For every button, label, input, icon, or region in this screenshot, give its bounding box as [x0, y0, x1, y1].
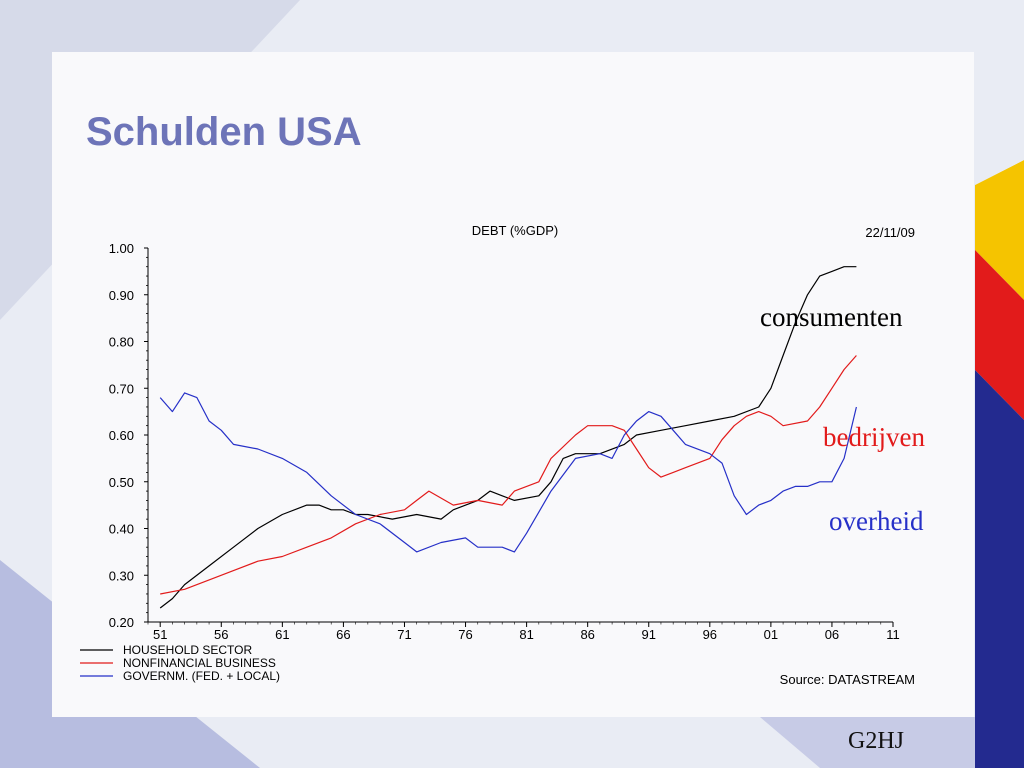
annotation-household: consumenten — [760, 302, 903, 332]
y-tick-label: 0.80 — [109, 335, 134, 350]
x-tick-label: 96 — [703, 627, 717, 642]
legend-label: HOUSEHOLD SECTOR — [123, 643, 252, 657]
series-line-1 — [159, 266, 857, 609]
footer-text: G2HJ — [848, 728, 905, 754]
legend-label: NONFINANCIAL BUSINESS — [123, 656, 276, 670]
y-tick-label: 0.30 — [109, 568, 134, 583]
y-tick-label: 1.00 — [109, 241, 134, 256]
x-tick-label: 51 — [153, 627, 167, 642]
x-tick-label: 56 — [214, 627, 228, 642]
x-tick-label: 86 — [580, 627, 594, 642]
x-tick-label: 66 — [336, 627, 350, 642]
y-ticks: 0.20 0.30 0.40 0.50 0.60 0.70 0.80 0.90 1.00 — [109, 241, 148, 630]
y-tick-label: 0.60 — [109, 428, 134, 443]
x-tick-label: 06 — [825, 627, 839, 642]
x-tick-label: 11 — [886, 627, 900, 642]
x-tick-label: 76 — [458, 627, 472, 642]
chart-date: 22/11/09 — [865, 225, 915, 240]
annotation-business: bedrijven — [823, 422, 925, 452]
slide-title: Schulden USA — [86, 110, 362, 154]
y-tick-label: 0.40 — [109, 522, 134, 537]
y-tick-label: 0.50 — [109, 475, 134, 490]
x-tick-label: 81 — [519, 627, 533, 642]
x-tick-label: 91 — [642, 627, 656, 642]
x-tick-label: 01 — [764, 627, 778, 642]
y-tick-label: 0.70 — [109, 381, 134, 396]
slide-panel — [52, 52, 974, 717]
y-tick-label: 0.90 — [109, 288, 134, 303]
y-tick-label: 0.20 — [109, 615, 134, 630]
annotation-government: overheid — [829, 506, 924, 536]
legend-label: GOVERNM. (FED. + LOCAL) — [123, 669, 280, 683]
x-tick-label: 61 — [275, 627, 289, 642]
chart-source: Source: DATASTREAM — [780, 672, 915, 687]
chart-title: DEBT (%GDP) — [472, 223, 558, 238]
series-line-2 — [160, 355, 857, 595]
x-tick-label: 71 — [397, 627, 411, 642]
series-lines — [159, 266, 857, 609]
series-line-3 — [159, 392, 857, 553]
x-ticks: 51 56 61 66 71 76 81 86 91 96 01 06 11 — [147, 622, 900, 642]
